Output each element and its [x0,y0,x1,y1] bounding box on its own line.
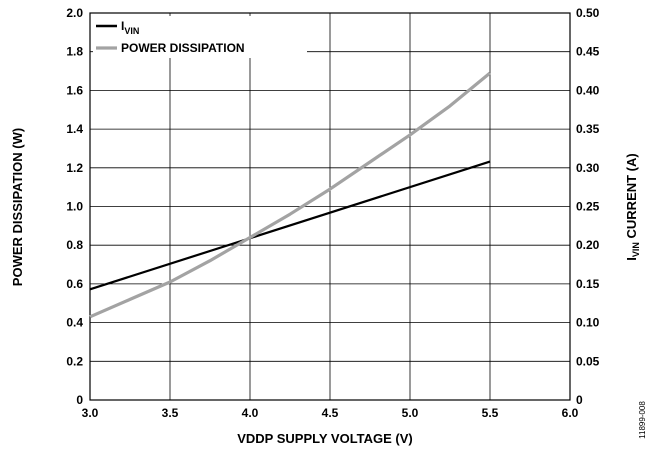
figure-id: 11899-008 [638,401,647,439]
y-left-tick-label: 0.8 [66,238,83,252]
y-left-tick-label: 1.2 [66,161,83,175]
grid [90,13,570,400]
x-axis-label: VDDP SUPPLY VOLTAGE (V) [237,431,413,446]
y-left-tick-label: 1.6 [66,83,83,97]
y-right-tick-label: 0.10 [576,316,600,330]
y-right-tick-label: 0.25 [576,200,600,214]
y-right-tick-label: 0.30 [576,161,600,175]
y-right-tick-label: 0.15 [576,277,600,291]
y-right-tick-label: 0.05 [576,354,600,368]
legend-background [93,16,307,58]
y-right-label-rest: CURRENT (A) [624,153,639,242]
legend-label: IVIN [121,19,139,36]
series-group [89,71,492,319]
legend-label-main: POWER DISSIPATION [121,41,245,55]
y-right-tick-label: 0.40 [576,83,600,97]
y-left-tick-label: 1.4 [66,122,83,136]
y-right-tick-label: 0.35 [576,122,600,136]
y-left-tick-label: 0.4 [66,316,83,330]
y-right-tick-label: 0.45 [576,45,600,59]
y-left-tick-label: 1.8 [66,45,83,59]
y-right-axis-label: IVIN CURRENT (A) [624,153,641,260]
x-tick-label: 5.5 [482,406,499,420]
x-tick-label: 3.5 [162,406,179,420]
x-tick-label: 3.0 [82,406,99,420]
x-tick-label: 4.0 [242,406,259,420]
y-right-tick-label: 0.20 [576,238,600,252]
series-line-ivin [89,160,491,291]
x-ticks: 3.0 3.5 4.0 4.5 5.0 5.5 6.0 [82,406,579,420]
y-left-tick-label: 1.0 [66,200,83,214]
x-tick-label: 6.0 [562,406,579,420]
x-tick-label: 4.5 [322,406,339,420]
plot-border [89,12,571,401]
y-right-label-main: I [624,257,639,261]
x-tick-label: 5.0 [402,406,419,420]
y-right-ticks: 0 0.05 0.10 0.15 0.20 0.25 0.30 0.35 0.40 0.45 0.5… [576,6,600,407]
y-right-tick-label: 0 [576,393,583,407]
y-left-ticks: 0 0.2 0.4 0.6 0.8 1.0 1.2 1.4 1.6 1.8 2.0 [66,6,83,407]
y-left-tick-label: 2.0 [66,6,83,20]
y-left-axis-label: POWER DISSIPATION (W) [10,128,25,286]
legend-label-main: I [121,19,124,33]
y-left-tick-label: 0.6 [66,277,83,291]
plot-frame [89,12,571,401]
y-left-tick-label: 0 [76,393,83,407]
legend-label: POWER DISSIPATION [121,41,245,55]
legend-label-sub: VIN [124,26,139,36]
y-left-tick-label: 0.2 [66,354,83,368]
series-line-power-dissipation [89,71,492,319]
legend: IVIN POWER DISSIPATION [93,16,307,58]
y-right-tick-label: 0.50 [576,6,600,20]
y-right-label-sub: VIN [631,242,641,257]
